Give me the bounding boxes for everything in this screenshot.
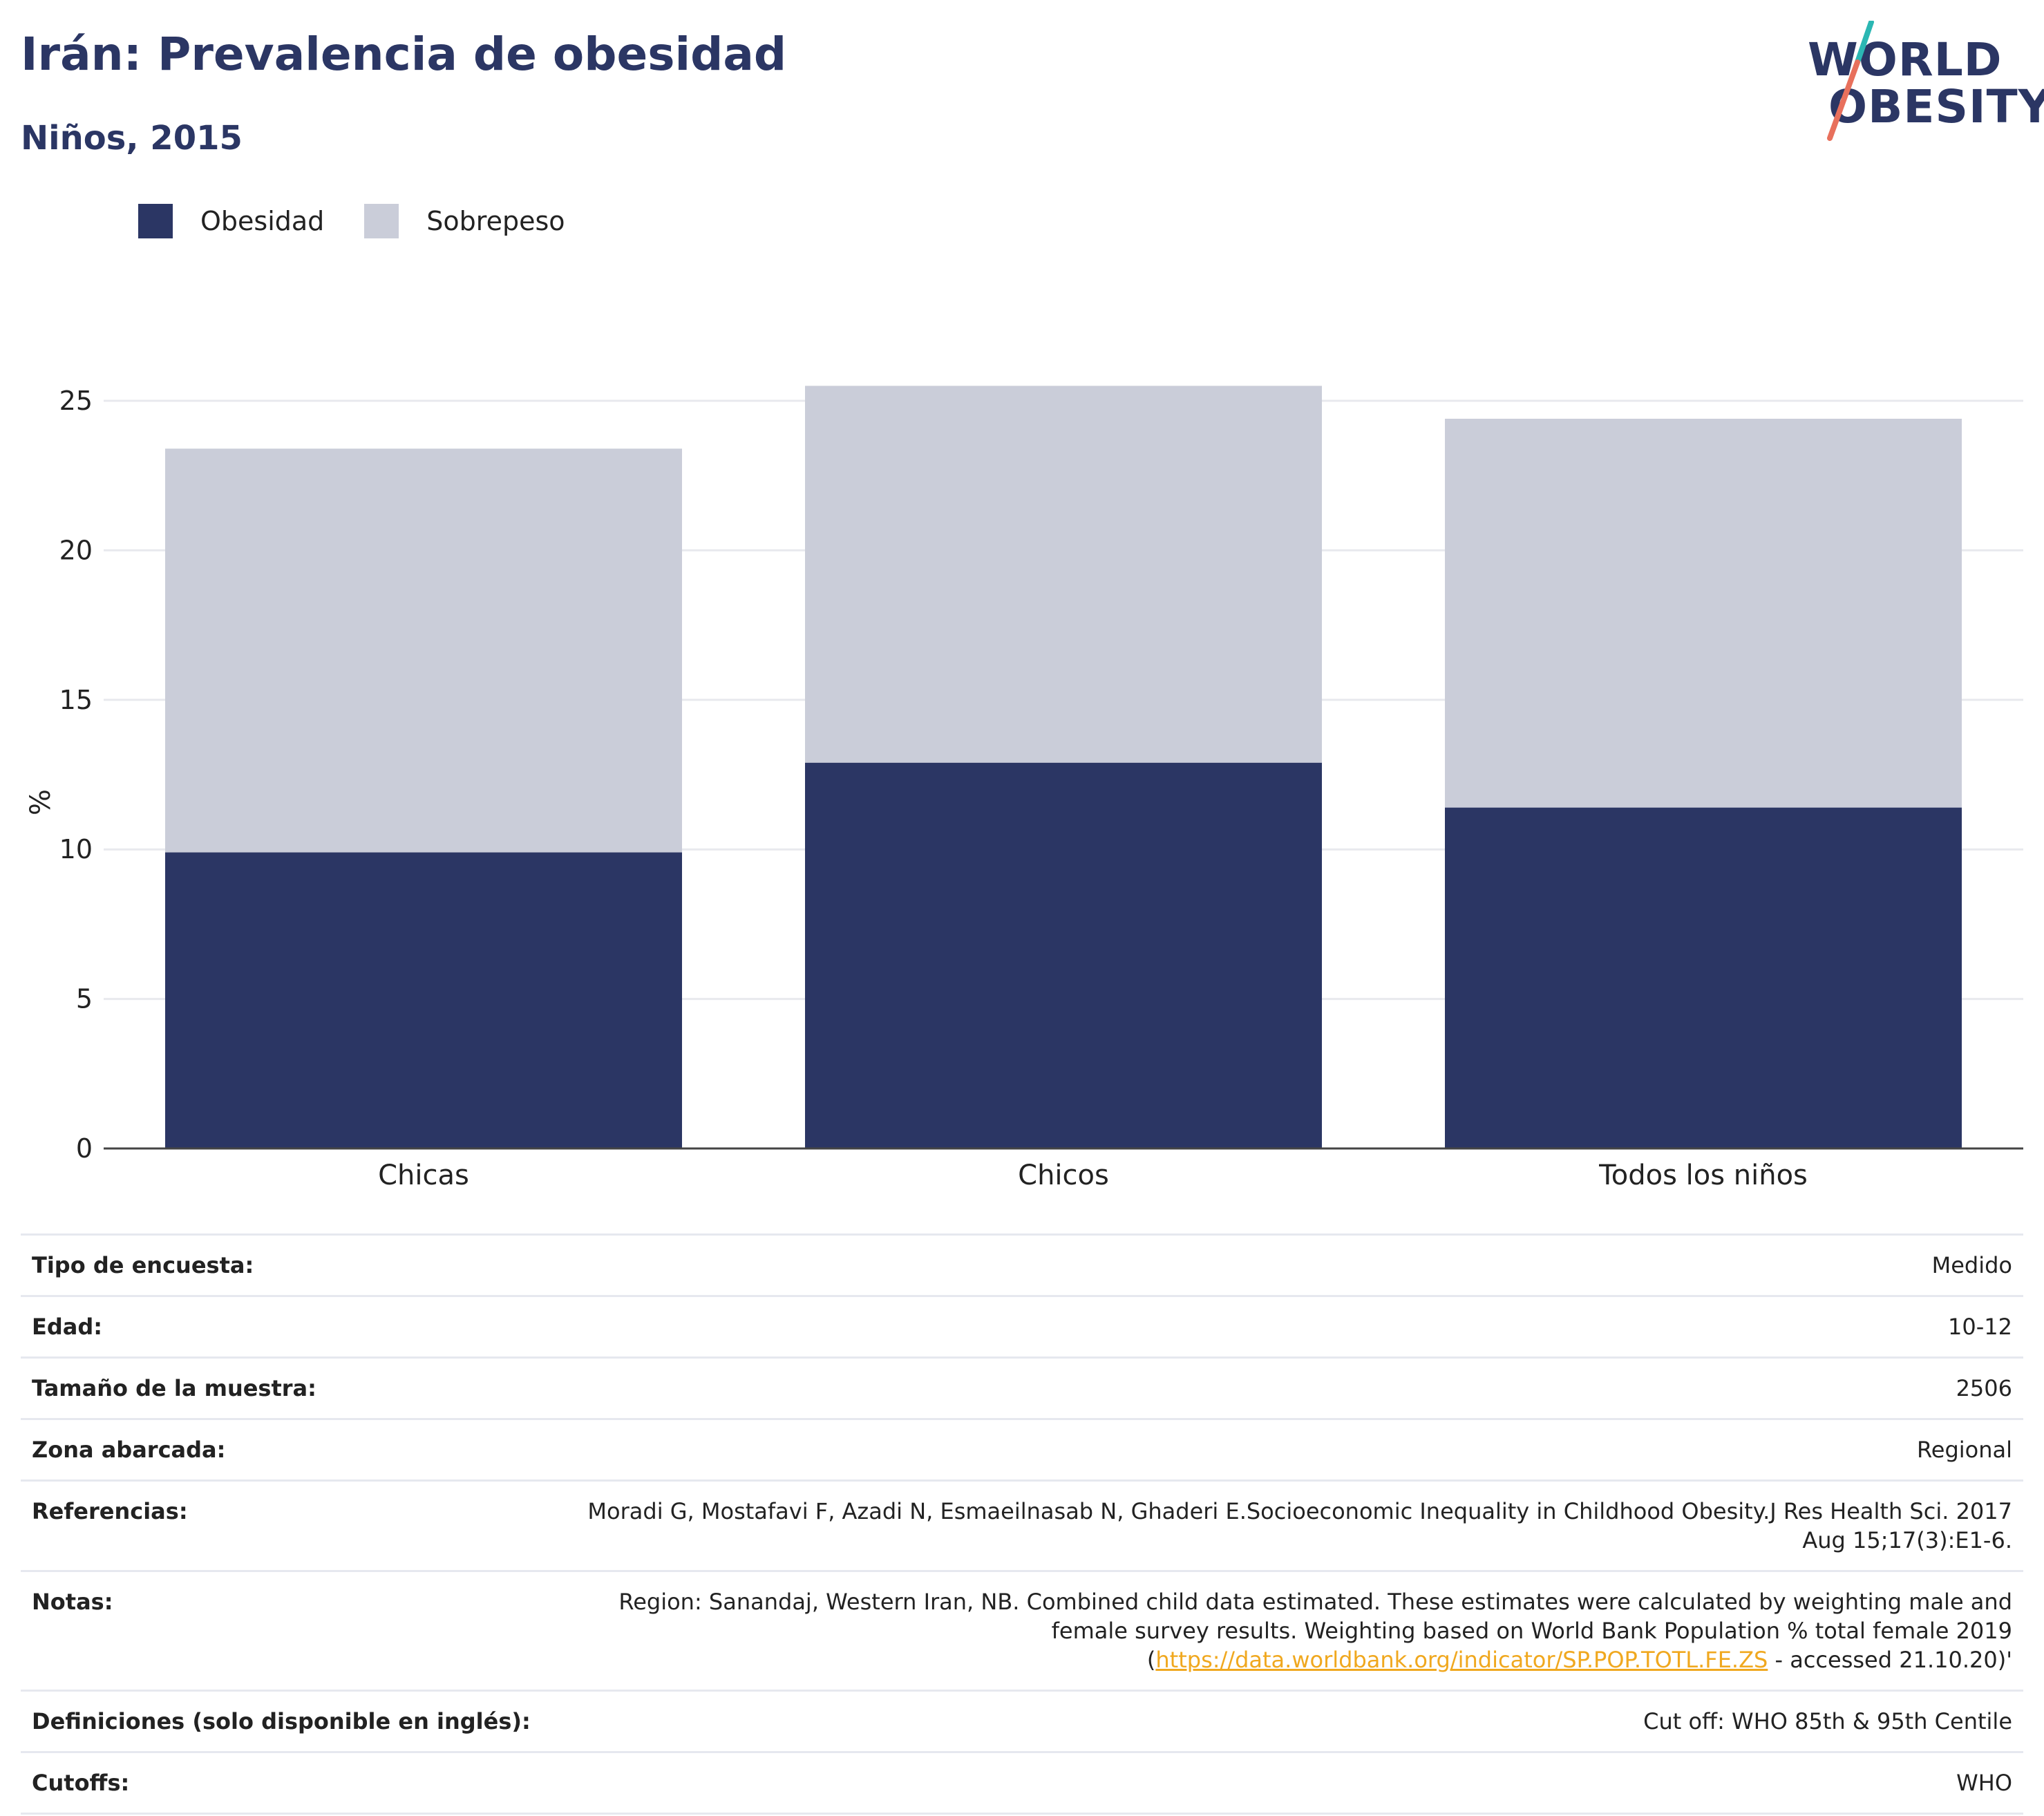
table-row: Edad: 10-12 [21, 1296, 2023, 1358]
row-value: 2506 [1956, 1375, 2012, 1401]
table-row: Tipo de encuesta: Medido [21, 1234, 2023, 1296]
bar-obesidad[interactable]: Obesidad: 9.9 [165, 852, 682, 1148]
row-value: Regional [1916, 1437, 2012, 1463]
legend-item-obesidad[interactable]: Obesidad [138, 204, 324, 238]
logo-text-world: WORLD [1808, 33, 2003, 86]
legend-label-obesidad: Obesidad [200, 206, 325, 236]
bar-sobrepeso[interactable]: Sobrepeso: 13 [1445, 418, 1962, 808]
world-obesity-logo: WORLD OBESITY [1797, 21, 2044, 145]
y-tick-label: 25 [59, 386, 93, 416]
x-tick-label: Todos los niños [1598, 1160, 1808, 1191]
logo-text-obesity: OBESITY [1828, 80, 2044, 133]
y-tick-label: 5 [76, 984, 93, 1014]
table-row: Tamaño de la muestra: 2506 [21, 1357, 2023, 1419]
y-tick-label: 0 [76, 1133, 93, 1164]
row-label: Referencias: [32, 1498, 188, 1524]
notes-text-after: - accessed 21.10.20)' [1768, 1647, 2013, 1673]
y-axis-label: % [25, 789, 57, 815]
y-tick-label: 20 [59, 535, 93, 565]
row-value: Moradi G, Mostafavi F, Azadi N, Esmaeiln… [587, 1498, 2012, 1553]
bar-obesidad[interactable]: Obesidad: 11.4 [1445, 807, 1962, 1148]
logo-slash-icon [1827, 21, 1874, 141]
chart-legend: Obesidad Sobrepeso [138, 204, 605, 238]
row-value-notes: Region: Sanandaj, Western Iran, NB. Comb… [568, 1571, 2023, 1691]
bar-sobrepeso[interactable]: Sobrepeso: 12.6 [805, 386, 1322, 763]
row-label: Cutoffs: [32, 1770, 130, 1796]
row-label: Tamaño de la muestra: [32, 1375, 316, 1401]
table-row: Cutoffs: WHO [21, 1752, 2023, 1814]
survey-details-table: Tipo de encuesta: Medido Edad: 10-12 Tam… [21, 1233, 2023, 1815]
row-value: Cut off: WHO 85th & 95th Centile [1643, 1708, 2012, 1734]
chart-subtitle: Niños, 2015 [21, 119, 243, 158]
x-tick-label: Chicos [1018, 1160, 1109, 1191]
row-value: Medido [1931, 1252, 2012, 1278]
y-tick-label: 15 [59, 685, 93, 715]
row-label: Zona abarcada: [32, 1437, 226, 1463]
row-value: WHO [1956, 1770, 2012, 1796]
row-label: Notas: [32, 1589, 113, 1615]
stacked-bar-chart: 0 5 10 15 20 25 Obesidad: 9.9Sobrepeso: 13.5 Ch… [25, 386, 2023, 1191]
bar-obesidad[interactable]: Obesidad: 12.9 [805, 762, 1322, 1148]
legend-swatch-sobrepeso [364, 204, 399, 238]
legend-swatch-obesidad [138, 204, 173, 238]
table-row: Definiciones (solo disponible en inglés)… [21, 1690, 2023, 1752]
notes-text: Region: Sanandaj, Western Iran, NB. Comb… [618, 1589, 2012, 1673]
row-label: Edad: [32, 1314, 103, 1340]
bar-sobrepeso[interactable]: Sobrepeso: 13.5 [165, 448, 682, 853]
legend-item-sobrepeso[interactable]: Sobrepeso [364, 204, 565, 238]
x-tick-label: Chicas [378, 1160, 469, 1191]
table-row: Notas: Region: Sanandaj, Western Iran, N… [21, 1571, 2023, 1691]
row-label: Definiciones (solo disponible en inglés)… [32, 1708, 531, 1734]
table-row: Referencias: Moradi G, Mostafavi F, Azad… [21, 1480, 2023, 1571]
chart-title: Irán: Prevalencia de obesidad [21, 28, 787, 81]
worldbank-link[interactable]: https://data.worldbank.org/indicator/SP.… [1155, 1647, 1768, 1673]
row-value: 10-12 [1948, 1314, 2012, 1340]
table-row: Zona abarcada: Regional [21, 1419, 2023, 1481]
row-label: Tipo de encuesta: [32, 1252, 254, 1278]
y-tick-label: 10 [59, 834, 93, 864]
legend-label-sobrepeso: Sobrepeso [426, 206, 565, 236]
